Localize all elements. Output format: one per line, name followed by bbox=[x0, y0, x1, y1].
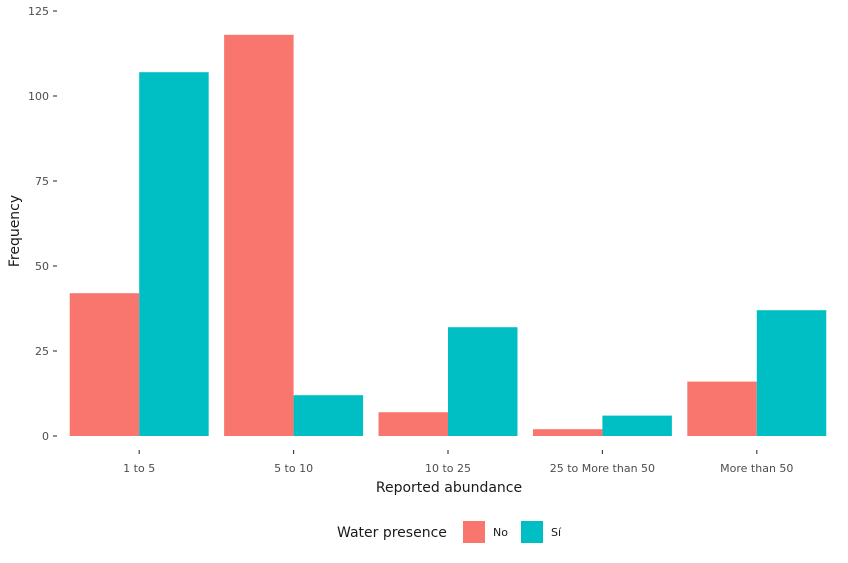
x-axis-title: Reported abundance bbox=[376, 480, 522, 496]
legend-label: Sí bbox=[551, 526, 562, 539]
x-tick-label: More than 50 bbox=[720, 462, 793, 475]
bar bbox=[69, 293, 140, 436]
y-tick-label: 125 bbox=[28, 5, 49, 18]
legend-swatch bbox=[521, 521, 543, 543]
y-axis: 0 25 50 75 100 125 bbox=[28, 5, 57, 443]
y-tick-label: 25 bbox=[35, 345, 49, 358]
bar bbox=[687, 381, 757, 436]
legend: Water presence No Sí bbox=[337, 521, 562, 543]
bar bbox=[224, 34, 294, 437]
x-tick-label: 1 to 5 bbox=[123, 462, 155, 475]
bar bbox=[602, 415, 672, 436]
bar bbox=[532, 429, 603, 436]
legend-swatch bbox=[463, 521, 485, 543]
y-tick-label: 50 bbox=[35, 260, 49, 273]
bar bbox=[139, 72, 209, 436]
bar bbox=[293, 395, 364, 436]
x-tick-label: 5 to 10 bbox=[274, 462, 313, 475]
bar bbox=[448, 327, 518, 436]
bars-group bbox=[69, 34, 827, 437]
legend-label: No bbox=[493, 526, 508, 539]
x-tick-label: 10 to 25 bbox=[425, 462, 471, 475]
legend-title: Water presence bbox=[337, 525, 447, 541]
y-tick-label: 0 bbox=[42, 430, 49, 443]
x-axis: 1 to 5 5 to 10 10 to 25 25 to More than 50 M… bbox=[123, 450, 793, 475]
x-tick-label: 25 to More than 50 bbox=[550, 462, 655, 475]
bar bbox=[378, 412, 448, 436]
y-axis-title: Frequency bbox=[7, 195, 23, 267]
y-tick-label: 100 bbox=[28, 90, 49, 103]
bar bbox=[756, 310, 827, 436]
y-tick-label: 75 bbox=[35, 175, 49, 188]
